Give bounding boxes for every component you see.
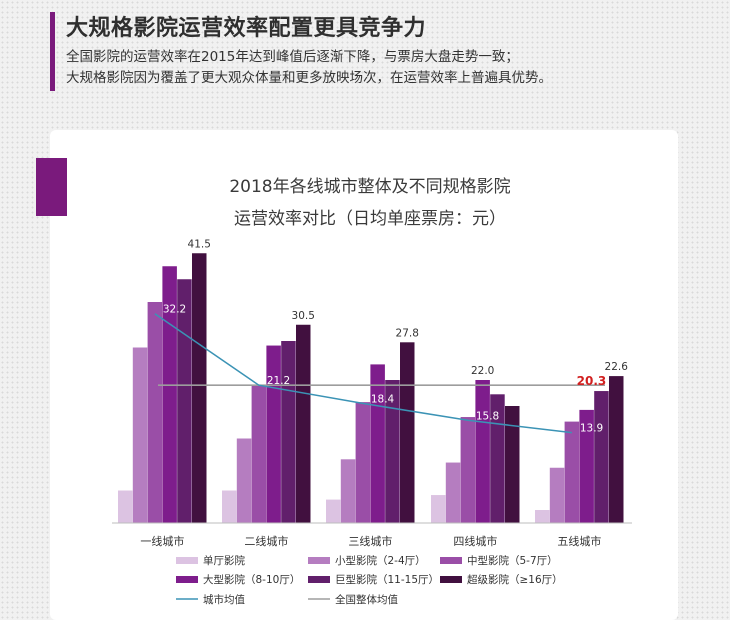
bar [550,468,565,523]
legend-label: 超级影院（≥16厅） [467,573,563,586]
bar [237,439,252,524]
bar [177,279,192,523]
city-average-label: 13.9 [580,423,603,435]
bar [266,346,281,523]
city-average-label: 32.2 [163,304,186,316]
bar [148,302,163,523]
value-label: 27.8 [396,327,419,339]
value-label: 22.6 [605,361,629,373]
legend-label: 小型影院（2-4厅） [335,554,426,567]
legend-swatch [440,557,462,564]
bar [400,342,415,523]
bar [281,341,296,523]
bar [475,380,490,523]
bar [565,422,580,523]
bar [594,391,609,523]
bar [609,376,624,523]
legend-swatch [176,557,198,564]
x-tick-label: 一线城市 [140,534,184,548]
bar [296,325,311,523]
bar [118,491,133,524]
legend-label: 单厅影院 [203,554,245,567]
city-average-label: 18.4 [371,393,395,405]
bar [133,348,148,524]
city-average-label: 15.8 [476,410,499,422]
bar [192,253,207,523]
bar [356,402,371,523]
legend-label: 大型影院（8-10厅） [203,573,300,586]
value-label: 30.5 [292,310,315,322]
bar [370,364,385,523]
legend-label: 中型影院（5-7厅） [467,554,558,567]
legend-swatch [440,576,462,583]
x-tick-label: 三线城市 [348,534,392,548]
legend-label: 巨型影院（11-15厅） [335,573,439,586]
value-label: 22.0 [471,365,494,377]
legend-label: 城市均值 [203,593,245,606]
bar [252,385,267,523]
x-tick-label: 二线城市 [244,534,288,548]
value-label: 41.5 [188,238,211,250]
legend-swatch [308,557,330,564]
bar [431,495,446,523]
bar [326,500,341,523]
value-label: 20.3 [577,374,607,388]
city-average-label: 21.2 [267,375,290,387]
x-tick-label: 五线城市 [557,534,601,548]
bar-group [118,253,624,523]
chart-title-line1: 2018年各线城市整体及不同规格影院 [229,177,510,197]
x-axis: 一线城市 二线城市 三线城市 四线城市 五线城市 [112,523,632,548]
legend-label: 全国整体均值 [335,593,398,606]
bar [505,406,520,523]
bar [535,510,550,523]
x-tick-label: 四线城市 [453,534,497,548]
bar [461,417,476,523]
bar [341,459,356,523]
bar [446,463,461,523]
chart-title-line2: 运营效率对比（日均单座票房：元） [234,209,506,229]
legend-swatch [308,576,330,583]
legend-swatch [176,576,198,583]
bar [222,491,237,524]
legend: 单厅影院 小型影院（2-4厅） 中型影院（5-7厅） 大型影院（8-10厅） 巨型影院（… [176,554,563,606]
